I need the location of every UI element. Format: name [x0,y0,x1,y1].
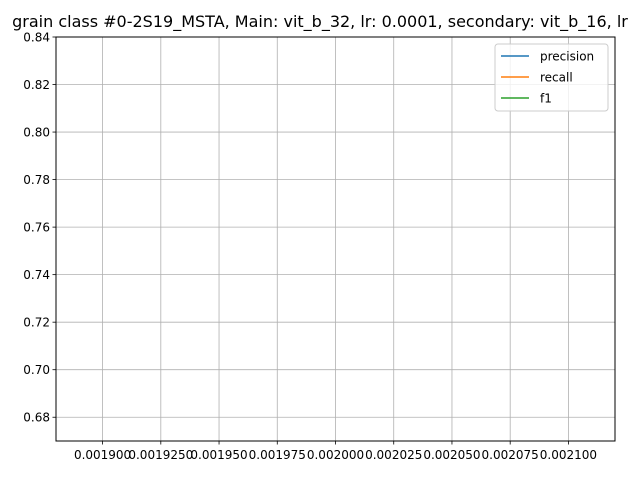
y-tick-label: 0.82 [23,78,50,92]
x-tick-label: 0.001900 [74,448,131,462]
y-tick-label: 0.84 [23,30,50,44]
y-tick-label: 0.80 [23,125,50,139]
legend-label-f1: f1 [540,91,552,105]
x-tick-label: 0.001950 [190,448,247,462]
legend-box [494,43,609,112]
y-tick-label: 0.72 [23,315,50,329]
y-tick-label: 0.74 [23,268,50,282]
legend-label-precision: precision [540,49,594,63]
chart-title: grain class #0-2S19_MSTA, Main: vit_b_32… [12,12,628,32]
x-tick-label: 0.002100 [540,448,597,462]
y-tick-label: 0.76 [23,220,50,234]
y-axis: 0.68 0.70 0.72 0.74 0.76 0.78 0.80 0.82 0.84 [23,30,56,425]
x-tick-label: 0.002050 [423,448,480,462]
legend: precision recall f1 [494,43,609,112]
y-tick-label: 0.68 [23,411,50,425]
x-tick-label: 0.002025 [365,448,422,462]
x-tick-label: 0.001975 [249,448,306,462]
y-tick-label: 0.70 [23,363,50,377]
y-tick-label: 0.78 [23,173,50,187]
x-tick-label: 0.002000 [307,448,364,462]
x-tick-label: 0.002075 [482,448,539,462]
legend-label-recall: recall [540,70,573,84]
x-tick-label: 0.0019250 [128,448,193,462]
